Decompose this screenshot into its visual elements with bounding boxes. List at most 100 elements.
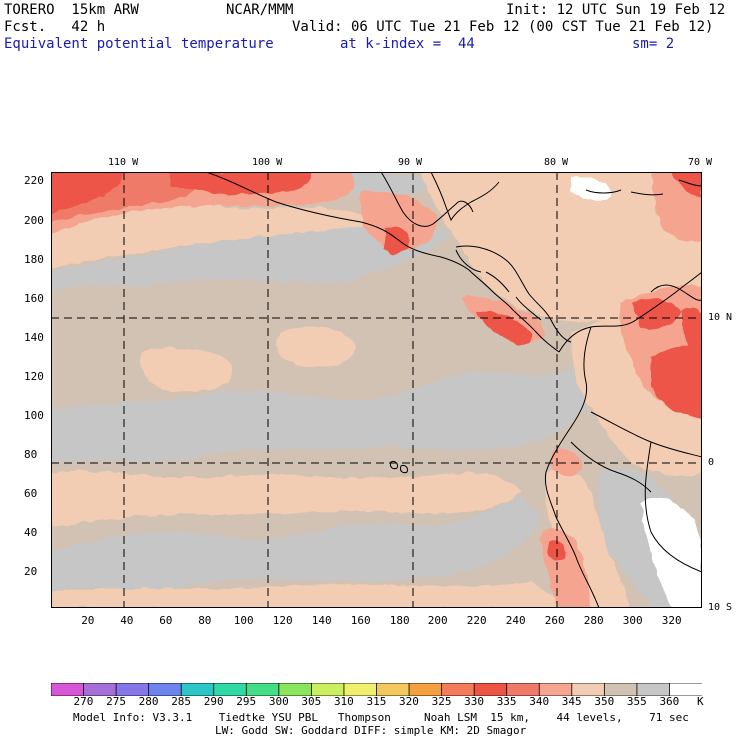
x-tick-label: 120 <box>272 614 293 627</box>
x-tick-label: 80 <box>198 614 212 627</box>
x-tick-label: 320 <box>661 614 682 627</box>
y-tick-label: 120 <box>24 370 44 383</box>
level-label: at k-index = 44 <box>340 36 475 52</box>
lon-label-70w: 70 W <box>688 157 713 168</box>
colorbar-label: 310 <box>333 695 354 708</box>
colorbar-label: 300 <box>268 695 289 708</box>
colorbar-label: 355 <box>626 695 647 708</box>
red-mexico <box>384 226 410 254</box>
colorbar-unit: K <box>697 695 704 708</box>
colorbar-label: 345 <box>561 695 582 708</box>
lat-label-10s: 10 S <box>708 602 733 613</box>
x-tick-label: 140 <box>311 614 332 627</box>
colorbar-label: 270 <box>73 695 94 708</box>
border-brazil-peru <box>644 441 702 573</box>
x-tick-label: 20 <box>81 614 95 627</box>
coastlines <box>205 172 702 608</box>
peach-west-patch <box>140 347 234 393</box>
colorbar-label: 335 <box>496 695 517 708</box>
colorbar-label: 330 <box>464 695 485 708</box>
yucatan-coast <box>430 172 500 222</box>
y-tick-label: 20 <box>24 565 38 578</box>
gray-band-north <box>51 217 451 290</box>
colorbar-label: 280 <box>138 695 159 708</box>
red-venezuela <box>651 345 702 418</box>
lat-label-0: 0 <box>708 457 715 468</box>
colorbar-label: 295 <box>236 695 257 708</box>
y-tick-label: 80 <box>24 448 38 461</box>
galapagos-islands <box>390 461 408 474</box>
x-tick-label: 60 <box>159 614 173 627</box>
x-tick-label: 240 <box>505 614 526 627</box>
x-tick-label: 160 <box>350 614 371 627</box>
map-panel <box>51 172 702 608</box>
valid-time: Valid: 06 UTC Tue 21 Feb 12 (00 CST Tue … <box>292 19 714 35</box>
lon-label-110w: 110 W <box>108 157 139 168</box>
model-info: Model Info: V3.3.1 Tiedtke YSU PBL Thomp… <box>73 711 689 724</box>
model-name: TORERO 15km ARW <box>4 2 139 18</box>
y-tick-label: 220 <box>24 174 44 187</box>
lon-label-80w: 80 W <box>544 157 569 168</box>
center-name: NCAR/MMM <box>226 2 294 18</box>
caribbean-islands <box>585 179 702 196</box>
venezuela-coast <box>650 284 702 301</box>
lat-label-10n: 10 N <box>708 312 733 323</box>
x-tick-label: 100 <box>233 614 254 627</box>
white-caribbean-patch <box>571 176 611 201</box>
y-tick-label: 60 <box>24 487 38 500</box>
x-tick-label: 40 <box>120 614 134 627</box>
lon-label-100w: 100 W <box>252 157 283 168</box>
y-tick-label: 160 <box>24 292 44 305</box>
smoothing-label: sm= 2 <box>632 36 675 52</box>
x-tick-label: 220 <box>466 614 487 627</box>
border-colombia-peru <box>590 411 702 458</box>
colorbar-label: 340 <box>529 695 550 708</box>
peach-bottom <box>51 582 571 608</box>
colorbar <box>50 681 703 697</box>
init-time: Init: 12 UTC Sun 19 Feb 12 <box>506 2 726 18</box>
field-name: Equivalent potential temperature <box>4 36 274 52</box>
gray-band-south <box>51 497 541 592</box>
peach-central-patch <box>276 327 356 367</box>
gulf-coast <box>380 172 474 227</box>
red-north-west <box>51 172 122 214</box>
peach-south-band <box>51 470 521 527</box>
mexico-coast <box>205 172 560 353</box>
colorbar-label: 285 <box>171 695 192 708</box>
y-tick-label: 200 <box>24 214 44 227</box>
panama-colombia-coast <box>558 271 702 353</box>
colorbar-label: 315 <box>366 695 387 708</box>
x-tick-label: 280 <box>583 614 604 627</box>
gray-band-central <box>51 362 599 464</box>
colorbar-label: 305 <box>301 695 322 708</box>
colorbar-label: 290 <box>203 695 224 708</box>
salmon-ecuador <box>551 448 583 476</box>
x-tick-label: 180 <box>389 614 410 627</box>
red-caribbean-top <box>671 172 702 197</box>
colorbar-label: 320 <box>399 695 419 708</box>
red-colombia-north <box>681 307 702 362</box>
y-tick-label: 140 <box>24 331 44 344</box>
map-frame <box>51 172 702 608</box>
red-north-strip <box>171 172 312 195</box>
physics-info: LW: Godd SW: Goddard DIFF: simple KM: 2D… <box>215 724 527 737</box>
theta-e-map <box>51 172 702 608</box>
y-tick-label: 40 <box>24 526 38 539</box>
x-tick-label: 300 <box>622 614 643 627</box>
lon-label-90w: 90 W <box>398 157 423 168</box>
south-america-pacific-coast <box>544 326 600 608</box>
y-tick-label: 180 <box>24 253 44 266</box>
peach-caribbean <box>421 172 702 322</box>
colorbar-swatches <box>50 682 703 697</box>
border-ecuador-peru <box>570 441 652 493</box>
colorbar-label: 360 <box>659 695 680 708</box>
x-tick-label: 260 <box>544 614 565 627</box>
y-tick-label: 100 <box>24 409 44 422</box>
red-costa-rica <box>476 311 533 345</box>
red-colombia <box>631 299 681 329</box>
white-south-america-interior <box>641 498 702 608</box>
salmon-mexico <box>360 190 437 251</box>
forecast-hour: Fcst. 42 h <box>4 19 106 35</box>
central-america-caribbean <box>455 245 572 343</box>
colorbar-label: 275 <box>106 695 126 708</box>
